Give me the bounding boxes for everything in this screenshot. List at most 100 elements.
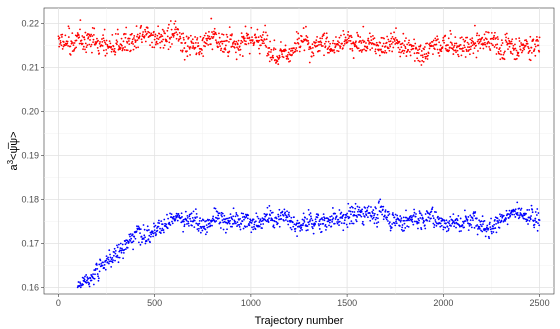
data-point-series-1 <box>427 54 429 57</box>
data-point-series-1 <box>125 26 128 29</box>
data-point-series-2 <box>150 233 153 236</box>
data-point-series-1 <box>122 47 124 49</box>
data-point-series-1 <box>296 38 299 41</box>
data-point-series-2 <box>194 208 197 211</box>
data-point-series-2 <box>258 221 261 224</box>
data-point-series-1 <box>530 51 533 54</box>
data-point-series-1 <box>72 42 74 44</box>
data-point-series-2 <box>422 221 425 224</box>
data-point-series-1 <box>375 41 378 44</box>
data-point-series-2 <box>410 214 412 217</box>
data-point-series-2 <box>317 214 320 217</box>
data-point-series-1 <box>360 51 363 53</box>
data-point-series-1 <box>427 52 430 55</box>
data-point-series-1 <box>507 48 509 51</box>
data-point-series-1 <box>194 36 196 38</box>
data-point-series-2 <box>234 220 237 223</box>
data-point-series-2 <box>487 227 490 230</box>
data-point-series-2 <box>412 223 415 226</box>
data-point-series-1 <box>277 63 280 66</box>
data-point-series-2 <box>148 234 151 237</box>
data-point-series-1 <box>163 44 166 47</box>
data-point-series-1 <box>438 41 441 44</box>
data-point-series-1 <box>517 51 520 54</box>
data-point-series-2 <box>402 216 405 219</box>
data-point-series-1 <box>415 47 418 50</box>
data-point-series-1 <box>455 46 458 49</box>
data-point-series-1 <box>235 40 238 43</box>
data-point-series-1 <box>239 48 242 51</box>
data-point-series-1 <box>218 32 220 35</box>
data-point-series-2 <box>153 225 156 228</box>
data-point-series-2 <box>247 214 250 217</box>
data-point-series-2 <box>168 221 171 224</box>
data-point-series-1 <box>339 47 342 49</box>
data-point-series-1 <box>229 38 232 41</box>
data-point-series-2 <box>129 233 132 235</box>
data-point-series-1 <box>189 46 192 48</box>
data-point-series-2 <box>342 213 345 216</box>
data-point-series-1 <box>318 43 320 46</box>
data-point-series-2 <box>366 206 369 209</box>
data-point-series-2 <box>458 224 461 227</box>
data-point-series-2 <box>411 221 414 223</box>
data-point-series-2 <box>112 259 114 262</box>
data-point-series-1 <box>399 55 402 58</box>
data-point-series-1 <box>408 50 411 53</box>
data-point-series-1 <box>474 24 476 27</box>
data-point-series-2 <box>518 216 521 219</box>
data-point-series-1 <box>508 45 511 48</box>
data-point-series-2 <box>386 216 389 219</box>
data-point-series-1 <box>141 33 144 36</box>
data-point-series-2 <box>428 213 431 216</box>
data-point-series-2 <box>520 207 523 210</box>
data-point-series-2 <box>293 216 295 219</box>
data-point-series-2 <box>113 247 116 250</box>
data-point-series-2 <box>236 214 239 217</box>
data-point-series-1 <box>197 42 200 44</box>
data-point-series-1 <box>417 52 420 55</box>
data-point-series-1 <box>154 35 156 38</box>
data-point-series-2 <box>294 230 297 233</box>
data-point-series-1 <box>512 44 515 47</box>
data-point-series-2 <box>241 216 244 219</box>
data-point-series-2 <box>343 222 346 225</box>
data-point-series-1 <box>213 30 215 33</box>
data-point-series-1 <box>266 54 268 57</box>
data-point-series-1 <box>159 41 161 44</box>
data-point-series-1 <box>474 42 477 45</box>
data-point-series-2 <box>76 286 79 289</box>
data-point-series-2 <box>282 214 285 217</box>
data-point-series-1 <box>321 37 323 40</box>
data-point-series-1 <box>183 38 185 41</box>
data-point-series-1 <box>343 40 346 43</box>
data-point-series-2 <box>535 221 538 223</box>
data-point-series-1 <box>108 40 111 43</box>
data-point-series-1 <box>212 35 215 38</box>
data-point-series-1 <box>92 41 94 43</box>
data-point-series-2 <box>160 220 163 222</box>
data-point-series-2 <box>310 217 313 220</box>
data-point-series-2 <box>221 212 224 215</box>
data-point-series-2 <box>268 205 271 207</box>
data-point-series-2 <box>334 218 337 220</box>
data-point-series-2 <box>415 213 417 215</box>
data-point-series-1 <box>135 46 138 49</box>
data-point-series-2 <box>444 226 447 229</box>
data-point-series-2 <box>92 273 94 275</box>
data-point-series-1 <box>469 53 471 56</box>
data-point-series-2 <box>498 226 501 229</box>
data-point-series-1 <box>418 48 421 51</box>
data-point-series-2 <box>306 229 309 231</box>
data-point-series-2 <box>310 222 313 225</box>
data-point-series-2 <box>165 223 168 226</box>
data-point-series-1 <box>321 45 324 47</box>
data-point-series-1 <box>173 22 176 25</box>
data-point-series-2 <box>215 220 218 222</box>
data-point-series-2 <box>488 237 491 240</box>
data-point-series-1 <box>75 46 78 49</box>
data-point-series-2 <box>251 219 254 222</box>
data-point-series-1 <box>149 44 151 47</box>
data-point-series-2 <box>162 229 165 231</box>
data-point-series-2 <box>491 227 494 230</box>
